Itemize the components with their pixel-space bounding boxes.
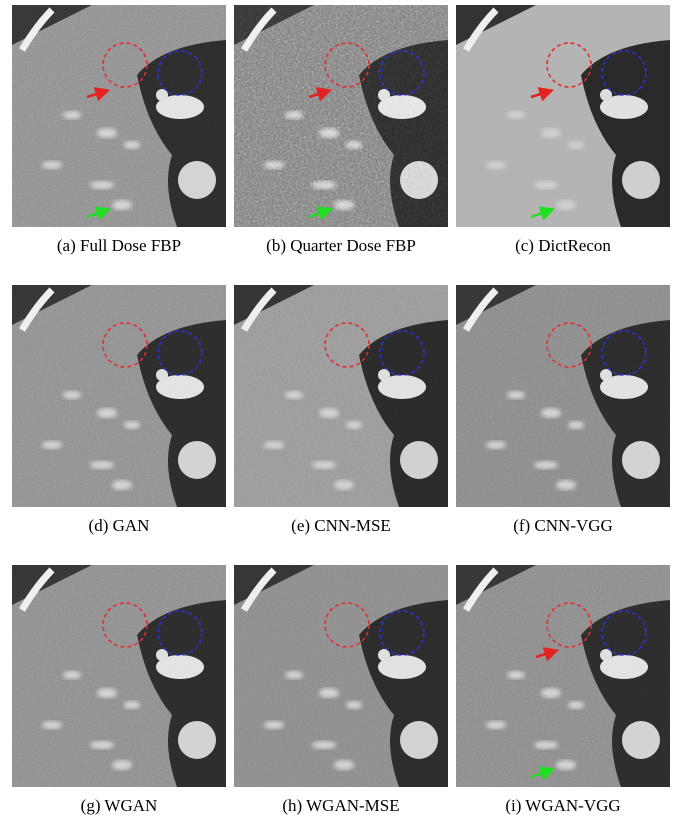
panel xyxy=(12,285,226,507)
bright-spot xyxy=(486,161,506,169)
panel xyxy=(456,5,670,227)
panel xyxy=(12,565,226,787)
panel xyxy=(234,5,448,227)
figure: (a) Full Dose FBP (b) Quarter Dose FBP (c)… xyxy=(0,0,680,823)
panel xyxy=(234,565,448,787)
ct-image xyxy=(456,565,670,787)
caption: (i) WGAN-VGG xyxy=(505,796,620,815)
caption: (e) CNN-MSE xyxy=(291,516,391,535)
ct-image xyxy=(234,565,448,787)
noise xyxy=(12,565,226,787)
noise xyxy=(234,285,448,507)
panel xyxy=(12,5,226,227)
caption: (f) CNN-VGG xyxy=(513,516,613,535)
noise xyxy=(234,5,448,227)
bright-spot xyxy=(541,128,561,138)
ct-image xyxy=(12,5,226,227)
bright-spot xyxy=(568,141,584,149)
caption: (c) DictRecon xyxy=(515,236,611,255)
ct-image xyxy=(12,285,226,507)
bright-spot xyxy=(507,111,525,119)
ct-image xyxy=(234,285,448,507)
noise xyxy=(12,285,226,507)
panel xyxy=(456,565,670,787)
noise xyxy=(456,565,670,787)
caption: (h) WGAN-MSE xyxy=(282,796,399,815)
caption: (d) GAN xyxy=(89,516,150,535)
noise xyxy=(456,285,670,507)
panel xyxy=(456,285,670,507)
noise xyxy=(12,5,226,227)
panel xyxy=(234,285,448,507)
small-vessel xyxy=(600,89,612,101)
ct-image xyxy=(12,565,226,787)
ct-image xyxy=(456,5,670,227)
caption: (a) Full Dose FBP xyxy=(57,236,181,255)
ct-image xyxy=(234,5,448,227)
bright-spot xyxy=(556,200,576,210)
bright-spot xyxy=(534,181,558,189)
noise xyxy=(234,565,448,787)
aorta xyxy=(622,161,660,199)
caption: (g) WGAN xyxy=(81,796,158,815)
ct-image xyxy=(456,285,670,507)
caption: (b) Quarter Dose FBP xyxy=(266,236,416,255)
